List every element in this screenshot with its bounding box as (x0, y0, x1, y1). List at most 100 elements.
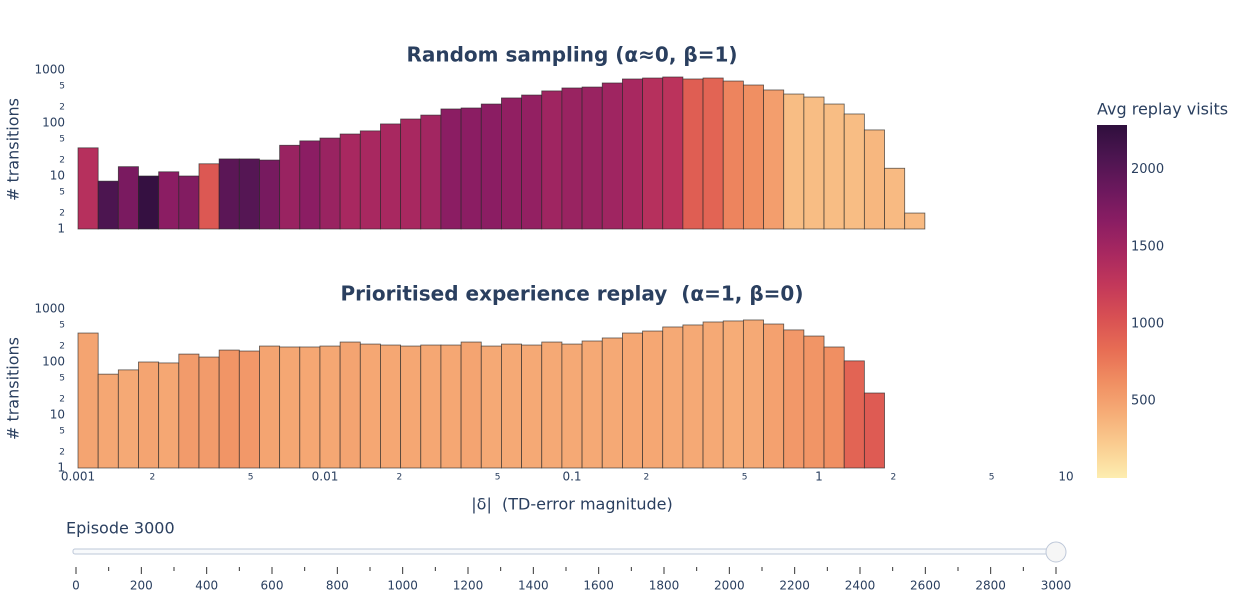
bar (581, 340, 603, 469)
bar (682, 324, 704, 469)
bar (138, 361, 160, 469)
y-tick-label: 100 (42, 355, 65, 369)
y-tick-label: 2 (59, 209, 65, 219)
slider-handle[interactable] (1045, 541, 1067, 563)
bar (722, 320, 744, 469)
bar (117, 166, 139, 230)
bar (480, 103, 502, 230)
slider-tick-label: 1200 (453, 579, 484, 593)
bar (339, 133, 361, 230)
slider-track[interactable] (72, 548, 1065, 555)
bar (299, 346, 321, 469)
bar (259, 345, 281, 469)
y-axis-title: # transitions (4, 337, 23, 440)
bar (359, 130, 381, 230)
bar (843, 360, 865, 469)
bar (682, 78, 704, 230)
bar (420, 114, 442, 230)
bar (803, 335, 825, 469)
bar (97, 373, 119, 469)
slider-tick-label: 1400 (518, 579, 549, 593)
bar (158, 171, 180, 230)
bar (218, 158, 240, 230)
x-tick-label: 5 (495, 473, 501, 483)
chart-title: Prioritised experience replay (α=1, β=0) (341, 282, 804, 306)
bar (420, 344, 442, 469)
y-tick-label: 2 (59, 156, 65, 166)
bar (541, 90, 563, 230)
bar (823, 346, 845, 469)
y-tick-label: 2 (59, 342, 65, 352)
slider-tick-label: 2600 (910, 579, 941, 593)
y-tick-label: 2 (59, 103, 65, 113)
y-tick-label: 1000 (34, 63, 65, 77)
x-tick-label: 10 (1058, 470, 1073, 484)
colorbar-tick-label: 500 (1131, 393, 1156, 408)
bar (642, 330, 664, 469)
x-tick-label: 0.1 (562, 470, 581, 484)
x-tick-label: 5 (989, 473, 995, 483)
bar (198, 356, 220, 469)
y-tick-label: 5 (59, 187, 65, 197)
x-tick-label: 5 (248, 473, 254, 483)
bar (783, 93, 805, 230)
y-tick-label: 10 (50, 169, 65, 183)
y-tick-label: 1000 (34, 302, 65, 316)
x-tick-label: 0.01 (312, 470, 339, 484)
x-tick-label: 0.001 (61, 470, 95, 484)
chart-title: Random sampling (α≈0, β=1) (406, 43, 737, 67)
bar (662, 76, 684, 230)
bar (722, 80, 744, 230)
bar (742, 319, 764, 469)
colorbar-title: Avg replay visits (1097, 100, 1228, 119)
slider-tick-label: 400 (195, 579, 218, 593)
x-tick-label: 2 (149, 473, 155, 483)
bar (702, 321, 724, 469)
bar (521, 344, 543, 469)
bar (601, 337, 623, 469)
bar (541, 341, 563, 469)
bar (279, 144, 301, 230)
colorbar-tick-label: 1500 (1131, 239, 1164, 254)
bar (319, 137, 341, 230)
bar (198, 163, 220, 230)
bar (339, 341, 361, 469)
slider-tick-label: 2000 (714, 579, 745, 593)
bar (581, 86, 603, 230)
bar (702, 77, 724, 230)
x-tick-label: 2 (643, 473, 649, 483)
y-tick-label: 1 (57, 222, 65, 236)
bar (561, 343, 583, 469)
slider-tick-label: 1800 (649, 579, 680, 593)
bar (601, 82, 623, 230)
y-tick-label: 5 (59, 81, 65, 91)
x-tick-label: 5 (742, 473, 748, 483)
bar (460, 107, 482, 230)
bar (400, 118, 422, 230)
bar (97, 180, 119, 230)
bar (380, 344, 402, 469)
x-tick-label: 2 (396, 473, 402, 483)
slider-tick-label: 200 (130, 579, 153, 593)
slider-current-label: Episode 3000 (66, 519, 175, 538)
bar (299, 140, 321, 230)
slider-tick-label: 1000 (387, 579, 418, 593)
bar (501, 97, 522, 230)
y-tick-label: 5 (59, 373, 65, 383)
x-tick-label: 2 (890, 473, 896, 483)
bar (77, 332, 99, 469)
bar (259, 159, 281, 230)
y-tick-label: 5 (59, 426, 65, 436)
bar (380, 123, 402, 230)
bar (863, 129, 885, 230)
bar (238, 158, 260, 230)
colorbar-tick-label: 1000 (1131, 316, 1164, 331)
bar (904, 212, 926, 230)
y-tick-label: 10 (50, 408, 65, 422)
bar (662, 326, 684, 469)
bar (400, 345, 422, 469)
bar (622, 332, 643, 469)
bar (178, 353, 200, 469)
bar (843, 113, 865, 230)
